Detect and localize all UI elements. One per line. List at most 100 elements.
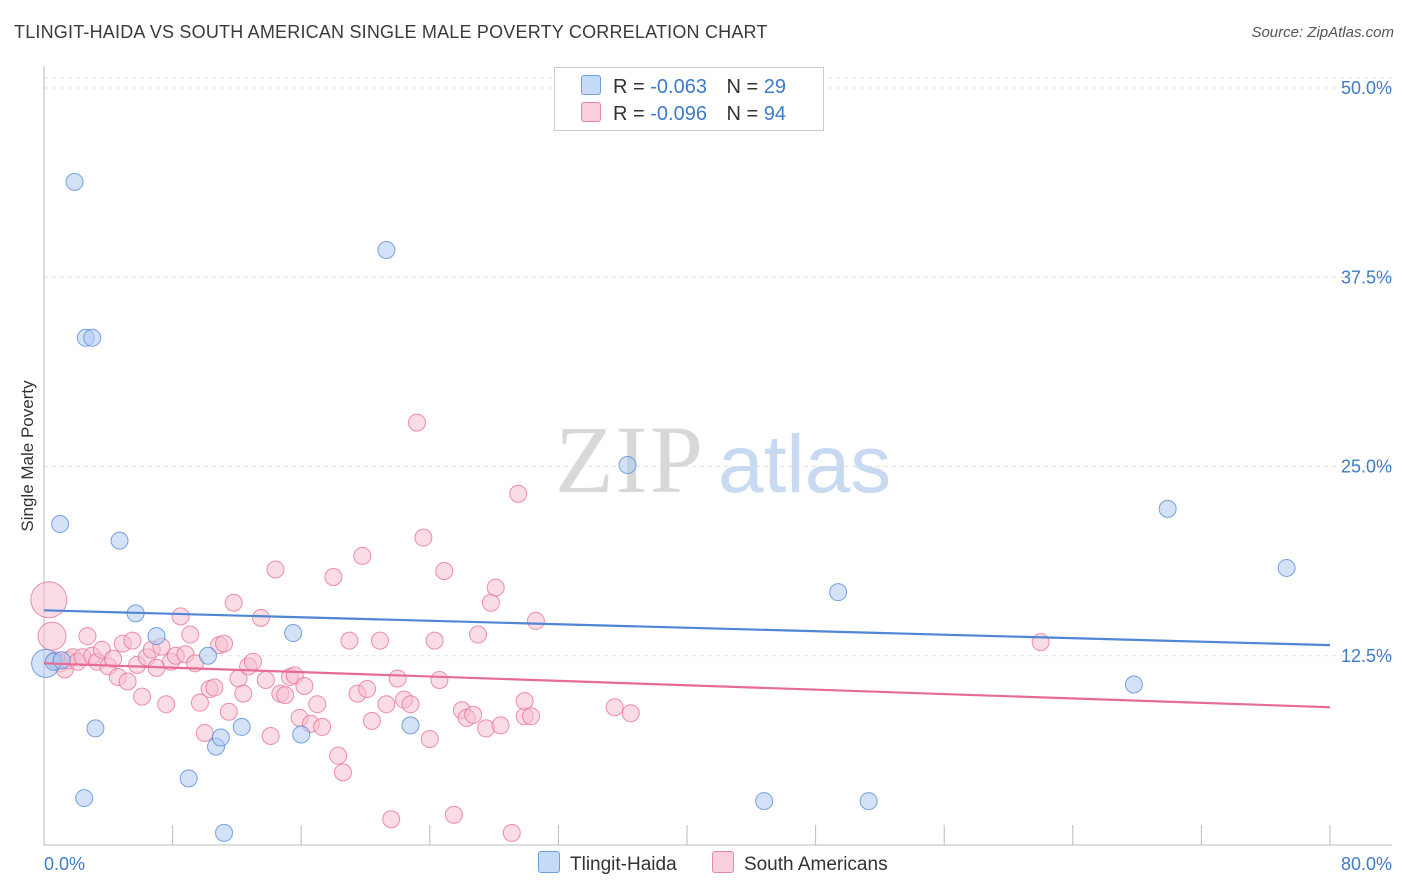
data-point xyxy=(618,455,637,474)
data-point xyxy=(382,810,401,829)
x-tick-label: 80.0% xyxy=(1341,854,1392,874)
watermark-atlas: atlas xyxy=(718,419,891,510)
legend-r-label: R = xyxy=(613,76,645,98)
data-point xyxy=(377,240,396,259)
legend-r-value: -0.063 xyxy=(650,76,707,98)
y-tick-label: 37.5% xyxy=(1341,267,1392,287)
data-point xyxy=(420,730,439,749)
data-point xyxy=(215,823,234,842)
data-point xyxy=(179,769,198,788)
data-point xyxy=(276,686,295,705)
x-tick-labels: 0.0% 80.0% xyxy=(44,854,1392,874)
data-point xyxy=(219,702,238,721)
data-point xyxy=(75,789,94,808)
data-point xyxy=(157,695,176,714)
data-point xyxy=(234,684,253,703)
data-point xyxy=(491,716,510,735)
data-point xyxy=(526,611,545,630)
data-point xyxy=(243,652,262,671)
data-point xyxy=(522,707,541,726)
legend-n-value: 29 xyxy=(763,76,787,98)
data-point xyxy=(358,680,377,699)
data-point xyxy=(340,631,359,650)
data-point xyxy=(464,705,483,724)
data-point xyxy=(333,763,352,782)
data-point xyxy=(51,515,70,534)
data-point xyxy=(190,693,209,712)
data-point xyxy=(515,692,534,711)
axes xyxy=(43,66,1392,846)
data-point xyxy=(211,728,230,747)
y-tick-label: 12.5% xyxy=(1341,646,1392,666)
data-point xyxy=(621,704,640,723)
data-point xyxy=(313,717,332,736)
trend-line xyxy=(43,609,1331,647)
legend-swatch-tlingit-haida xyxy=(581,75,601,95)
data-point xyxy=(401,716,420,735)
series-label-tlingit-haida: Tlingit-Haida xyxy=(570,854,677,875)
data-point xyxy=(370,631,389,650)
legend-swatch-south-americans xyxy=(581,102,601,122)
data-point xyxy=(292,725,311,744)
data-point xyxy=(261,726,280,745)
data-point xyxy=(308,695,327,714)
data-point xyxy=(198,646,217,665)
chart-source: Source: ZipAtlas.com xyxy=(1251,24,1394,41)
data-point xyxy=(502,823,521,842)
data-point xyxy=(1158,499,1177,518)
data-point xyxy=(195,723,214,742)
data-point xyxy=(205,678,224,697)
data-point xyxy=(324,568,343,587)
data-point xyxy=(509,484,528,503)
data-point xyxy=(224,593,243,612)
data-point xyxy=(256,670,275,689)
data-point xyxy=(232,717,251,736)
data-point xyxy=(469,625,488,644)
data-point xyxy=(123,631,142,650)
points-tlingit-haida xyxy=(31,172,1296,842)
data-point xyxy=(37,621,67,651)
data-point xyxy=(829,583,848,602)
data-point xyxy=(65,172,84,191)
data-point xyxy=(110,531,129,550)
data-point xyxy=(755,792,774,811)
data-point xyxy=(181,625,200,644)
legend-n-label: N = xyxy=(726,76,759,98)
data-point xyxy=(605,698,624,717)
correlation-legend: R = -0.063 N = 29 R = -0.096 N = 94 xyxy=(554,67,824,131)
series-legend-tlingit-haida: Tlingit-Haida xyxy=(538,851,677,876)
chart-title: TLINGIT-HAIDA VS SOUTH AMERICAN SINGLE M… xyxy=(14,22,768,42)
data-point xyxy=(171,607,190,626)
legend-row-tlingit-haida: R = -0.063 N = 29 xyxy=(581,75,786,99)
data-point xyxy=(486,578,505,597)
data-point xyxy=(388,669,407,688)
data-point xyxy=(215,634,234,653)
data-point xyxy=(78,627,97,646)
data-point xyxy=(30,581,68,619)
data-point xyxy=(83,328,102,347)
data-point xyxy=(377,695,396,714)
series-legend-south-americans: South Americans xyxy=(711,851,888,876)
data-point xyxy=(401,695,420,714)
data-point xyxy=(353,546,372,565)
data-point xyxy=(284,624,303,643)
data-point xyxy=(859,792,878,811)
data-point xyxy=(435,561,454,580)
data-point xyxy=(430,670,449,689)
data-point xyxy=(329,746,348,765)
data-point xyxy=(133,687,152,706)
legend-n-label: N = xyxy=(726,103,759,125)
data-point xyxy=(425,631,444,650)
data-point xyxy=(477,719,496,738)
data-point xyxy=(118,672,137,691)
legend-row-south-americans: R = -0.096 N = 94 xyxy=(581,102,786,126)
data-point xyxy=(104,649,123,668)
data-point xyxy=(414,528,433,547)
y-tick-label: 25.0% xyxy=(1341,457,1392,477)
data-point xyxy=(1277,558,1296,577)
legend-r-value: -0.096 xyxy=(650,103,707,125)
y-tick-label: 50.0% xyxy=(1341,78,1392,98)
trend-lines xyxy=(43,609,1331,709)
grid-lines xyxy=(44,77,1392,657)
